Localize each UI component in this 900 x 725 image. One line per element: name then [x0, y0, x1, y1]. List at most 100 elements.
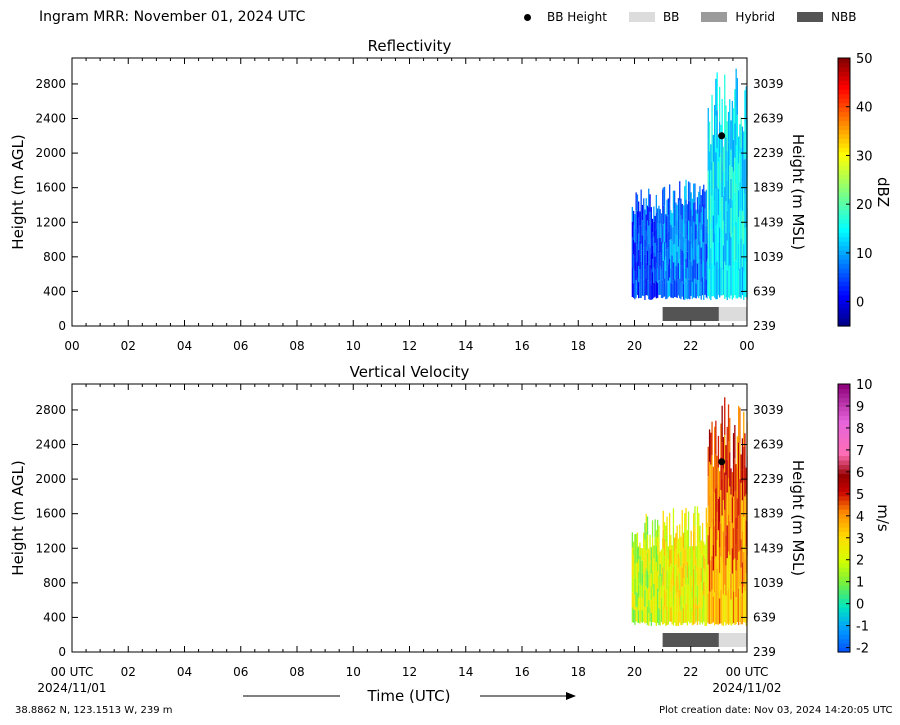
data-cell — [691, 585, 693, 599]
data-cell — [706, 605, 708, 623]
data-cell — [639, 269, 641, 284]
colorbar-cell — [838, 218, 850, 224]
colorbar-tick-label: 20 — [856, 198, 873, 213]
data-cell — [744, 559, 746, 592]
data-cell — [700, 540, 702, 555]
colorbar-cell — [838, 558, 850, 564]
data-cell — [677, 263, 680, 280]
colorbar-cell — [838, 116, 850, 122]
data-cell — [663, 522, 666, 539]
colorbar-cell — [838, 250, 850, 256]
data-cell — [732, 139, 735, 172]
data-cell — [734, 157, 736, 193]
data-cell — [659, 563, 661, 577]
data-cell — [726, 492, 728, 526]
data-cell — [645, 198, 647, 215]
data-cell — [679, 557, 681, 574]
data-cell — [690, 261, 692, 279]
data-cell — [648, 587, 650, 601]
data-cell — [704, 544, 706, 559]
data-cell — [655, 610, 657, 626]
data-cell — [735, 464, 737, 491]
colorbar-tick-label: 6 — [856, 466, 864, 481]
data-cell — [687, 279, 690, 299]
data-cell — [731, 573, 733, 599]
data-cell — [644, 269, 646, 285]
data-cell — [650, 207, 652, 223]
data-cell — [722, 500, 725, 532]
data-cell — [643, 532, 645, 548]
data-cell — [741, 267, 744, 296]
data-cell — [669, 567, 671, 586]
data-cell — [741, 210, 744, 239]
data-cell — [634, 594, 636, 610]
data-cell — [674, 580, 676, 595]
data-cell — [725, 137, 727, 170]
data-cell — [633, 555, 635, 569]
data-cell — [730, 207, 732, 238]
data-cell — [726, 459, 728, 493]
data-cell — [665, 256, 667, 271]
data-cell — [655, 264, 657, 282]
data-cell — [670, 534, 672, 550]
data-cell — [712, 570, 714, 597]
colorbar-cell — [838, 567, 850, 573]
colorbar-cell — [838, 437, 850, 443]
data-cell — [679, 259, 681, 279]
data-cell — [643, 247, 645, 264]
data-cell — [686, 283, 688, 300]
data-cell — [648, 244, 650, 263]
data-cell — [729, 555, 731, 590]
colorbar-cell — [838, 187, 850, 193]
data-cell — [732, 108, 735, 140]
data-cell — [727, 266, 730, 298]
data-cell — [690, 561, 692, 577]
data-cell — [648, 280, 650, 300]
data-cell — [739, 153, 741, 182]
data-cell — [634, 564, 636, 580]
data-cell — [706, 285, 708, 299]
data-cell — [705, 507, 707, 528]
x-tick-label: 00 UTC — [726, 665, 769, 679]
data-cell — [704, 243, 706, 261]
data-cell — [689, 546, 691, 560]
data-cell — [735, 570, 737, 598]
data-cell — [727, 404, 730, 442]
data-cell — [643, 562, 645, 578]
data-cell — [691, 598, 693, 613]
data-cell — [699, 277, 701, 296]
data-cell — [689, 202, 691, 222]
data-cell — [704, 571, 706, 586]
data-cell — [640, 243, 642, 262]
data-cell — [729, 589, 731, 624]
data-cell — [671, 241, 673, 256]
data-cell — [730, 520, 732, 547]
data-cell — [734, 425, 736, 459]
data-cell — [686, 530, 688, 547]
data-cell — [645, 513, 647, 533]
data-cell — [710, 464, 712, 497]
y-tick-label: 1600 — [35, 181, 66, 195]
data-cell — [735, 106, 737, 146]
data-cell — [666, 607, 668, 626]
data-cell — [694, 564, 696, 585]
data-cell — [631, 282, 633, 298]
data-cell — [693, 259, 695, 279]
data-cell — [701, 259, 704, 278]
colorbar-cell — [838, 241, 850, 247]
data-cell — [726, 525, 728, 559]
colorbar-cell — [838, 223, 850, 229]
data-cell — [726, 180, 728, 211]
data-cell — [646, 552, 649, 571]
colorbar-cell — [838, 84, 850, 90]
data-cell — [658, 575, 660, 592]
colorbar-cell — [838, 571, 850, 577]
data-cell — [700, 212, 702, 230]
legend-bb-height-label: BB Height — [547, 10, 607, 24]
data-cell — [684, 281, 686, 301]
data-cell — [662, 538, 663, 553]
data-cell — [706, 522, 708, 540]
data-cell — [693, 531, 695, 551]
data-cell — [721, 262, 723, 296]
data-cell — [732, 464, 735, 497]
